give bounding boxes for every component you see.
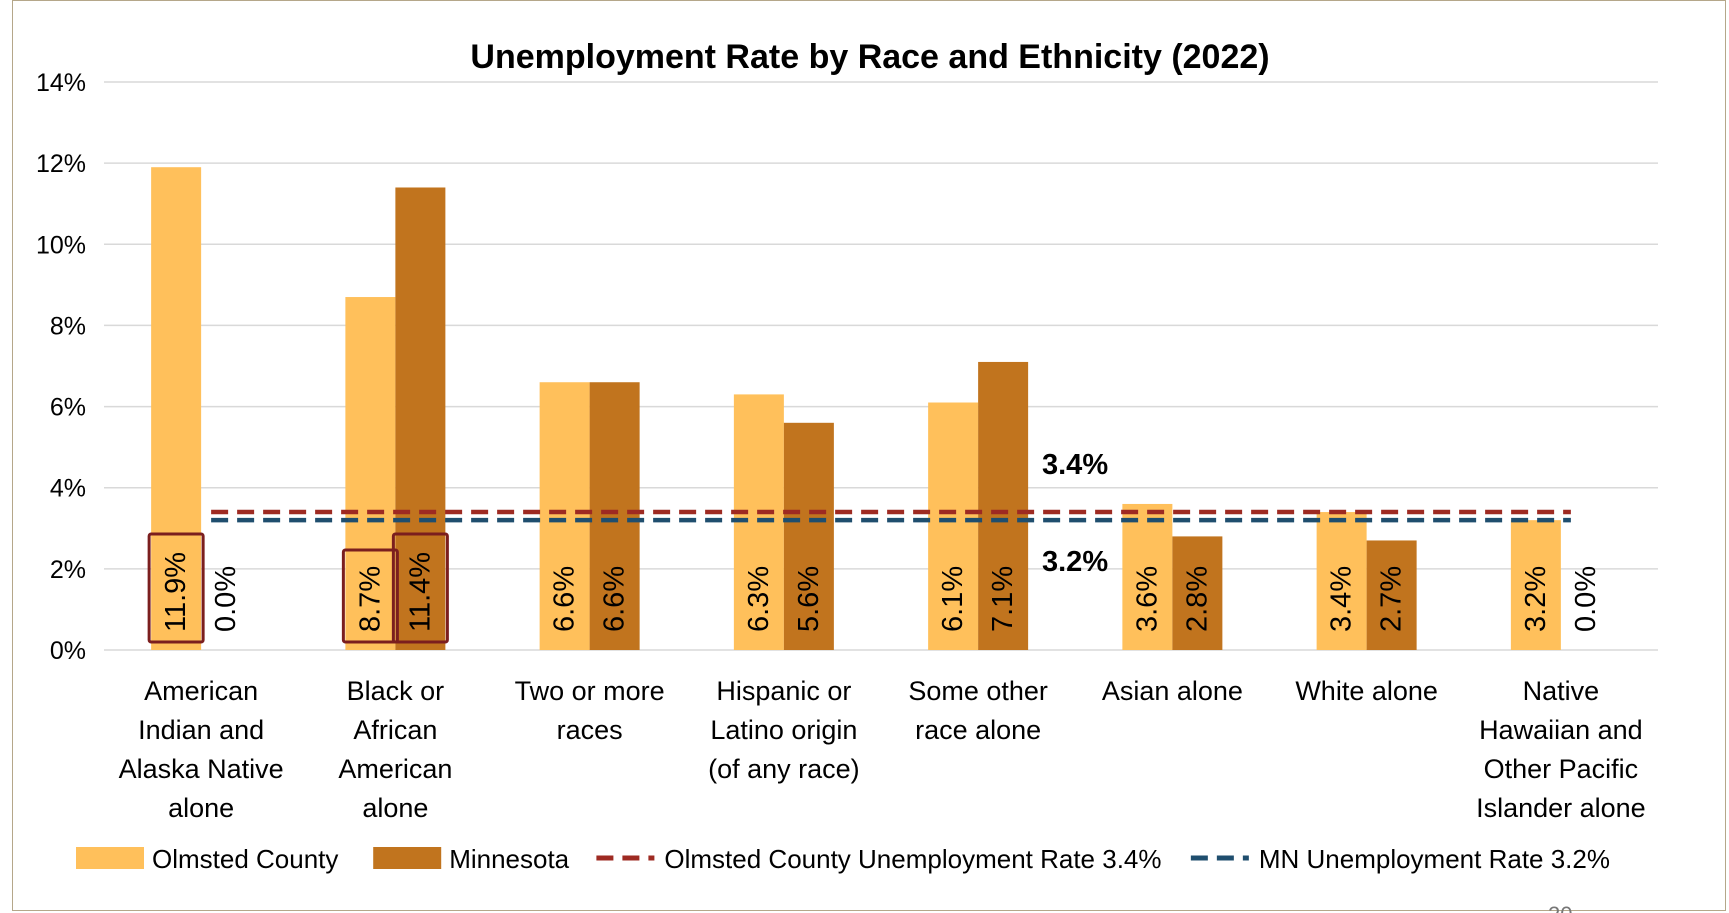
mn-rate-annotation: 3.2%: [1042, 546, 1108, 578]
category-label: American Indian and Alaska Native alone: [119, 676, 284, 823]
data-label: 11.9%: [160, 552, 192, 632]
data-label: 0.0%: [210, 566, 242, 632]
data-label: 6.3%: [743, 566, 775, 632]
data-label: 2.8%: [1181, 566, 1213, 632]
bar-olmsted: [1316, 512, 1367, 650]
category-label: Asian alone: [1102, 676, 1243, 706]
category-label: Native Hawaiian and Other Pacific Islander …: [1476, 676, 1646, 823]
data-label: 7.1%: [987, 566, 1019, 632]
y-tick-label: 12%: [36, 150, 86, 178]
bar-olmsted: [539, 382, 590, 650]
legend-label: Olmsted County Unemployment Rate 3.4%: [664, 844, 1161, 874]
data-label: 3.6%: [1131, 566, 1163, 632]
bar-minnesota: [978, 361, 1029, 650]
gridlines: [104, 81, 1658, 651]
data-label: 8.7%: [354, 566, 386, 632]
bar-minnesota: [1366, 540, 1417, 650]
bar-minnesota: [783, 422, 834, 650]
y-axis: 0% 2% 4% 6% 8% 10% 12% 14%: [36, 69, 86, 665]
bar-minnesota: [395, 187, 446, 650]
highlight-box: [341, 548, 399, 644]
bar-olmsted: [1122, 503, 1173, 650]
legend-swatch: [373, 847, 442, 869]
bar-minnesota: [589, 382, 640, 650]
data-label: 6.6%: [549, 566, 581, 632]
legend-swatch: [76, 847, 144, 869]
chart-frame: [12, 0, 1726, 911]
data-label: 3.2%: [1520, 566, 1552, 632]
bar-minnesota: [1172, 536, 1223, 650]
category-label: White alone: [1295, 676, 1438, 706]
y-tick-label: 8%: [50, 312, 86, 340]
bar-olmsted: [1510, 520, 1561, 650]
data-label: 2.7%: [1376, 566, 1408, 632]
chart-title: Unemployment Rate by Race and Ethnicity …: [470, 38, 1269, 76]
bar-olmsted: [928, 402, 979, 650]
y-tick-label: 4%: [50, 475, 86, 503]
category-label: Black or African American alone: [338, 676, 452, 823]
page-number: 20: [1548, 902, 1572, 913]
y-tick-label: 14%: [36, 69, 86, 97]
y-tick-label: 2%: [50, 556, 86, 584]
category-label: Some other race alone: [908, 676, 1048, 745]
highlight-box: [391, 532, 449, 644]
y-tick-label: 10%: [36, 231, 86, 259]
y-tick-label: 6%: [50, 394, 86, 422]
olmsted-rate-annotation: 3.4%: [1042, 449, 1108, 481]
legend-label: Minnesota: [449, 844, 569, 874]
data-labels: 11.9% 0.0% 8.7% 11.4% 6.6% 6.6% 6.3% 5.6% 6.1% 7.…: [147, 532, 1602, 644]
legend: Olmsted County Minnesota Olmsted County Un…: [76, 844, 1610, 874]
legend-label: MN Unemployment Rate 3.2%: [1259, 844, 1610, 874]
legend-label: Olmsted County: [152, 844, 338, 874]
data-label: 0.0%: [1570, 566, 1602, 632]
data-label: 11.4%: [404, 552, 436, 632]
data-label: 5.6%: [793, 566, 825, 632]
data-label: 3.4%: [1326, 566, 1358, 632]
bars: [151, 167, 1561, 650]
bar-olmsted: [151, 167, 202, 650]
category-label: Hispanic or Latino origin (of any race): [708, 676, 860, 784]
y-tick-label: 0%: [50, 637, 86, 665]
highlight-box: [147, 532, 205, 644]
data-label: 6.1%: [937, 566, 969, 632]
bar-olmsted: [345, 297, 396, 650]
category-label: Two or more races: [515, 676, 665, 745]
x-axis: American Indian and Alaska Native alone Blac…: [119, 676, 1646, 823]
data-label: 6.6%: [599, 566, 631, 632]
reference-lines: 3.4% 3.2%: [211, 449, 1571, 578]
